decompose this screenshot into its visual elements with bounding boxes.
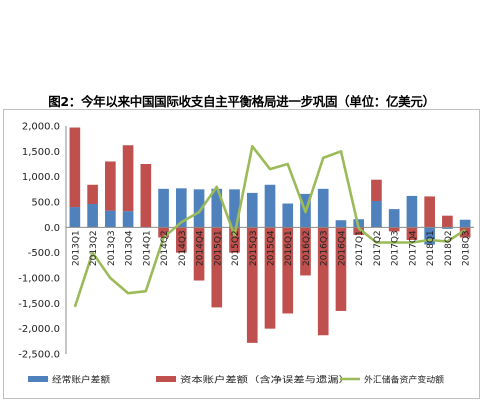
current-account-bar [317, 188, 329, 228]
current-account-bar [406, 195, 418, 228]
capital-account-bar [406, 227, 418, 240]
x-tick-label: 2013Q2 [89, 230, 99, 266]
capital-account-bar [424, 196, 435, 228]
reserve-change-line [73, 144, 466, 308]
current-account-bar [388, 209, 400, 228]
y-tick-label: 1,500.0 [22, 147, 60, 158]
y-tick-label: -2,500.0 [18, 350, 60, 361]
capital-account-bar [371, 179, 382, 201]
current-account-bar [87, 204, 98, 228]
y-tick-label: 1,000.0 [22, 172, 60, 183]
legend-swatch [156, 376, 176, 382]
x-tick-label: 2013Q4 [125, 230, 135, 266]
x-tick-label: 2016Q2 [302, 230, 312, 266]
x-tick-label: 2016Q4 [337, 230, 347, 266]
current-account-bar [246, 192, 258, 228]
x-tick-label: 2018Q3 [462, 230, 472, 266]
chart-svg: 2,000.0 1,500.0 1,000.0 500.0 0.0 -500.0 -1,00… [18, 122, 474, 386]
capital-account-bar [140, 164, 152, 228]
y-tick-label: -2,000.0 [18, 324, 60, 335]
x-tick-label: 2018Q1 [426, 230, 436, 266]
x-tick-label: 2015Q4 [267, 230, 277, 266]
x-tick-label: 2013Q1 [71, 230, 81, 266]
capital-account-bar [388, 227, 400, 232]
capital-account-bar [353, 227, 365, 235]
capital-account-bar [193, 227, 205, 281]
x-tick-label: 2016Q3 [320, 230, 330, 266]
capital-account-bar [158, 227, 169, 238]
x-tick-label: 2015Q1 [213, 230, 223, 266]
current-account-bar [211, 188, 223, 228]
current-account-bar [442, 227, 453, 229]
current-account-bar [424, 227, 435, 245]
capital-account-bar [229, 227, 240, 253]
current-account-bar [193, 189, 205, 228]
y-tick-label: 0.0 [44, 223, 60, 234]
x-tick-label: 2014Q3 [178, 230, 188, 266]
capital-account-bar [122, 145, 134, 212]
x-tick-label: 2016Q1 [284, 230, 294, 266]
capital-account-bar [175, 227, 187, 253]
y-tick-label: 500.0 [31, 198, 60, 209]
capital-account-bar [335, 227, 347, 311]
current-account-bar [175, 188, 187, 228]
chart-area: 2,000.0 1,500.0 1,000.0 500.0 0.0 -500.0 -1,00… [3, 109, 480, 399]
x-tick-label: 2014Q4 [196, 230, 206, 266]
capital-account-bar [442, 215, 453, 228]
capital-account-bar [300, 227, 311, 276]
x-tick-label: 2015Q2 [231, 230, 241, 266]
capital-account-bar [264, 227, 276, 329]
current-account-bar [264, 184, 276, 228]
capital-account-bar [211, 227, 223, 308]
x-tick-label: 2017Q4 [408, 230, 418, 266]
current-account-bar [371, 200, 382, 228]
legend-label: 外汇储备资产变动额 [364, 375, 445, 386]
current-account-bar [459, 219, 471, 228]
current-account-bar [122, 211, 134, 228]
y-tick-label: -1,000.0 [18, 274, 60, 285]
y-tick-label: -1,500.0 [18, 299, 60, 310]
current-account-bar [282, 203, 294, 228]
current-account-bar [69, 207, 81, 228]
capital-account-bar [87, 184, 98, 205]
x-tick-label: 2013Q3 [107, 230, 117, 266]
capital-account-bar [459, 227, 471, 238]
capital-account-bar [282, 227, 294, 314]
current-account-bar [229, 189, 240, 228]
legend-swatch [28, 376, 48, 382]
capital-account-bar [317, 227, 329, 336]
x-tick-label: 2017Q3 [391, 230, 401, 266]
x-tick-label: 2014Q2 [160, 230, 170, 266]
x-tick-label: 2017Q1 [355, 230, 365, 266]
x-tick-label: 2017Q2 [373, 230, 383, 266]
x-tick-label: 2015Q3 [249, 230, 259, 266]
current-account-bar [158, 188, 169, 228]
chart-title: 图2：今年以来中国国际收支自主平衡格局进一步巩固（单位：亿美元） [48, 94, 435, 109]
legend-label: 资本账户差额（含净误差与遗漏） [180, 375, 350, 386]
capital-account-bar [246, 227, 258, 343]
y-tick-label: 2,000.0 [22, 122, 60, 133]
capital-account-bar [105, 161, 116, 211]
legend-label: 经常账户差额 [52, 375, 111, 386]
y-tick-label: -500.0 [28, 248, 60, 259]
x-tick-label: 2018Q2 [444, 230, 454, 266]
current-account-bar [335, 220, 347, 228]
capital-account-bar [69, 127, 81, 208]
current-account-bar [105, 210, 116, 228]
x-tick-label: 2014Q1 [142, 230, 152, 266]
